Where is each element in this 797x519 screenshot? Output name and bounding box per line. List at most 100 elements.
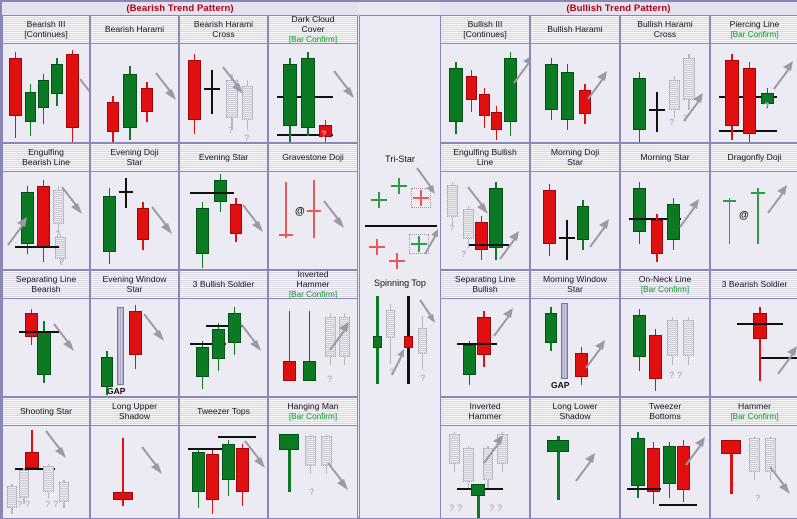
- ghost-candle: [43, 464, 54, 498]
- candle-body: [53, 190, 64, 224]
- candle: [449, 62, 463, 134]
- candle-body: [325, 317, 336, 357]
- pattern-cell: Engulfing Bullish Line??: [440, 143, 530, 270]
- candle: [21, 186, 34, 254]
- pattern-title: Evening Star: [180, 144, 267, 172]
- pattern-title: Dragonfly Doji: [711, 144, 797, 172]
- candle: [743, 62, 756, 142]
- level-line: [218, 436, 256, 439]
- gap-marker: [561, 303, 568, 379]
- candle-body: [230, 204, 242, 234]
- candle: [651, 214, 663, 262]
- pattern-title-line: Dark Cloud: [291, 14, 335, 25]
- candle-body: [466, 76, 477, 100]
- ghost-candle: [19, 468, 29, 504]
- pattern-title: Evening Doji Star: [91, 144, 178, 172]
- candle: [631, 432, 645, 498]
- pattern-title: Bullish Harami: [531, 16, 619, 44]
- candle: [123, 66, 137, 140]
- candle: [206, 450, 219, 514]
- candle-body: [301, 58, 315, 128]
- candle: [479, 88, 490, 128]
- pattern-illustration: [3, 44, 89, 142]
- ghost-candle: [449, 432, 460, 472]
- bullish-banner: (Bullish Trend Pattern): [440, 2, 797, 16]
- candle-body: [214, 180, 227, 202]
- question-mark: ?: [309, 487, 315, 497]
- pattern-title: Separating Line Bullish: [441, 271, 529, 299]
- pattern-title-line: Star: [126, 283, 143, 294]
- pattern-title-line: Separating Line: [454, 273, 516, 284]
- pattern-illustration: [441, 299, 529, 396]
- candle-body: [305, 436, 316, 466]
- question-mark: ?: [449, 223, 455, 233]
- candle: [101, 351, 113, 395]
- pattern-illustration: ????: [3, 426, 89, 518]
- question-mark: ?: [389, 367, 395, 377]
- dragonfly-doji: [751, 188, 765, 244]
- center-column: Tri-Star: [359, 15, 441, 519]
- candle: [466, 70, 477, 112]
- candle-body: [196, 208, 209, 254]
- up-arrow-icon: [5, 214, 33, 248]
- pattern-cell: Shooting Star????: [2, 397, 90, 519]
- pattern-title-line: Hammer: [296, 279, 330, 289]
- ghost-candle: [447, 182, 458, 226]
- candle: [283, 311, 296, 381]
- up-arrow-icon: [771, 58, 797, 92]
- level-line: [737, 323, 783, 326]
- down-arrow-icon: [59, 184, 89, 218]
- doji-cross: [119, 178, 133, 208]
- candle: [491, 106, 502, 140]
- bar-confirm-label: [Bar Confirm]: [288, 411, 338, 421]
- candle: [196, 202, 209, 268]
- candle: [547, 436, 569, 500]
- candle-body: [579, 90, 591, 114]
- level-line: [206, 325, 242, 328]
- down-arrow-icon: [321, 198, 351, 232]
- candle: [9, 52, 22, 138]
- pattern-title: Dark Cloud Cover [Bar Confirm]: [269, 14, 357, 44]
- pattern-cell: Separating Line Bearish: [2, 270, 90, 397]
- pattern-cell: Morning Doji Star: [530, 143, 620, 270]
- ghost-candle: [386, 304, 395, 364]
- pattern-illustration: ?: [711, 426, 797, 518]
- doji-vertical: [656, 92, 658, 132]
- pattern-title: Engulfing Bearish Line: [3, 144, 89, 172]
- ghost-candle: [463, 446, 474, 490]
- up-arrow-icon: [775, 343, 797, 377]
- ghost-candle: [242, 80, 253, 130]
- pattern-cell: On-Neck Line [Bar Confirm]??: [620, 270, 710, 397]
- pattern-title-line: Star: [126, 156, 143, 167]
- candle: [113, 438, 133, 506]
- doji-cross: [307, 180, 321, 238]
- candle: [301, 52, 315, 136]
- pattern-illustration: [180, 299, 267, 396]
- pattern-cell: Hanging Man [Bar Confirm]?: [268, 397, 358, 519]
- down-arrow-icon: [465, 184, 495, 218]
- pattern-illustration: [441, 44, 529, 142]
- candle-body: [51, 64, 63, 94]
- ghost-candle: [765, 436, 776, 480]
- up-arrow-icon: [491, 305, 519, 339]
- candle-body: [683, 320, 694, 356]
- candle: [137, 202, 149, 250]
- candle-body: [651, 220, 663, 254]
- candle: [303, 311, 316, 381]
- bar-confirm-label: [Bar Confirm]: [730, 29, 779, 39]
- pattern-title-line: Cross: [653, 28, 677, 39]
- up-arrow-icon: [683, 434, 709, 468]
- candle: [236, 444, 249, 506]
- ghost-candle: [53, 186, 64, 232]
- candle: [25, 430, 39, 470]
- pattern-title-line: Bearish: [31, 283, 61, 294]
- pattern-title-line: Star: [567, 156, 583, 167]
- pattern-illustration: ?: [711, 44, 797, 142]
- candle-body: [7, 486, 17, 508]
- candle-body: [633, 188, 646, 232]
- ghost-candle: [749, 436, 760, 480]
- gap-label: GAP: [551, 380, 570, 390]
- doji-horizontal: [649, 109, 665, 111]
- pattern-title-line: [Continues]: [24, 28, 68, 39]
- level-line: [15, 246, 59, 249]
